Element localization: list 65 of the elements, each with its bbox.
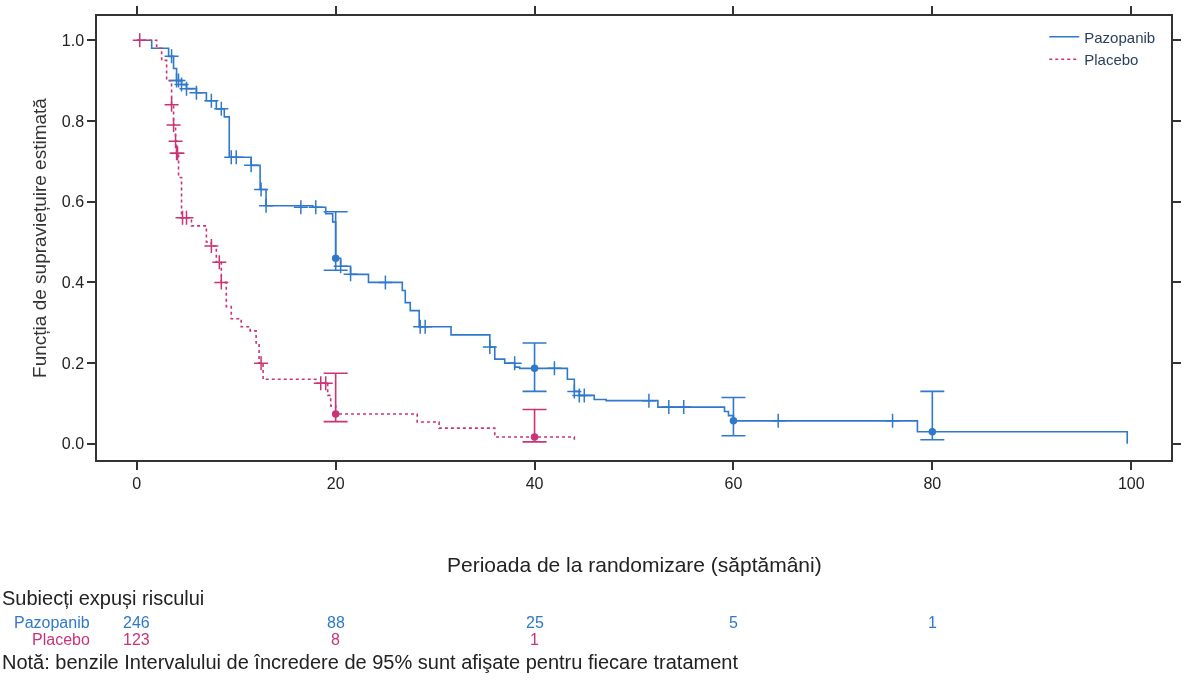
y-tick-label: 1.0 bbox=[61, 31, 85, 49]
point bbox=[163, 97, 180, 113]
y-axis-title: Funcția de supraviețuire estimată bbox=[29, 97, 51, 378]
point bbox=[641, 392, 657, 409]
point bbox=[308, 199, 324, 216]
point bbox=[675, 399, 692, 415]
point bbox=[576, 387, 593, 404]
legend-label: Pazopanib bbox=[1084, 28, 1156, 46]
text: Notă: benzile Intervalului de încredere de 95% sunt afişate pentru fiecare tratament bbox=[2, 651, 739, 673]
point bbox=[213, 274, 230, 291]
legend-label: Placebo bbox=[1084, 51, 1139, 69]
x-tick-label: 0 bbox=[132, 474, 142, 492]
point bbox=[928, 428, 937, 436]
point bbox=[253, 181, 269, 198]
text: 246 bbox=[123, 614, 150, 631]
point bbox=[173, 76, 190, 93]
point bbox=[530, 364, 539, 373]
point bbox=[566, 383, 583, 400]
point bbox=[546, 360, 563, 377]
x-tick-label: 80 bbox=[923, 474, 942, 492]
text: Subiecți expuși riscului bbox=[2, 587, 205, 609]
point bbox=[258, 197, 274, 214]
text: 1 bbox=[530, 631, 539, 648]
point bbox=[165, 117, 182, 133]
point bbox=[167, 133, 184, 149]
x-tick-label: 60 bbox=[724, 474, 743, 492]
point bbox=[317, 375, 334, 392]
point bbox=[729, 417, 738, 425]
point bbox=[482, 339, 498, 355]
point bbox=[211, 254, 228, 270]
point bbox=[243, 157, 259, 174]
y-tick-label: 0.2 bbox=[61, 354, 85, 372]
point bbox=[884, 413, 901, 429]
point bbox=[377, 274, 394, 291]
point bbox=[661, 399, 677, 415]
y-tick-label: 0.6 bbox=[61, 193, 85, 211]
point bbox=[188, 84, 205, 101]
x-tick-label: 100 bbox=[1117, 474, 1145, 492]
text: Placebo bbox=[32, 631, 90, 648]
point bbox=[506, 355, 523, 371]
text: 88 bbox=[327, 614, 345, 631]
point bbox=[178, 210, 195, 226]
y-tick-label: 0.4 bbox=[61, 274, 85, 291]
point bbox=[417, 319, 433, 335]
text: 25 bbox=[526, 614, 544, 631]
x-tick-label: 20 bbox=[326, 474, 345, 492]
text: 8 bbox=[331, 631, 340, 648]
point bbox=[163, 48, 180, 65]
text: Pazopanib bbox=[14, 614, 90, 631]
point bbox=[132, 32, 148, 48]
point bbox=[228, 149, 244, 166]
point bbox=[331, 254, 340, 262]
text: 5 bbox=[729, 614, 738, 631]
point bbox=[530, 433, 539, 441]
y-tick-label: 0.8 bbox=[61, 112, 85, 130]
y-tick-label: 0.0 bbox=[61, 435, 85, 453]
x-axis-title: Perioada de la randomizare (săptămâni) bbox=[447, 553, 822, 576]
point bbox=[770, 413, 786, 429]
point bbox=[331, 410, 340, 418]
point bbox=[293, 199, 309, 216]
point bbox=[203, 238, 220, 254]
text: 123 bbox=[123, 631, 150, 648]
text: 1 bbox=[928, 614, 937, 631]
x-tick-label: 40 bbox=[525, 474, 544, 492]
point bbox=[253, 355, 269, 371]
